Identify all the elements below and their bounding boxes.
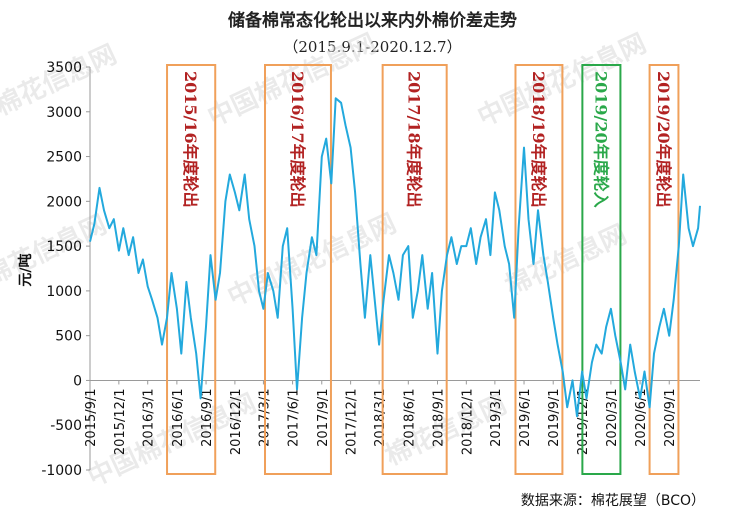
- x-tick-label: 2020/3/1: [605, 388, 620, 446]
- x-tick-label: 2018/12/1: [460, 388, 475, 455]
- y-tick-label: 3500: [46, 60, 82, 76]
- x-tick-label: 2020/6/1: [634, 388, 649, 446]
- period-box: [166, 64, 217, 475]
- period-label: 2015/16年度轮出: [181, 71, 200, 208]
- period-label: 2019/20年度轮入: [591, 71, 610, 208]
- period-box: [264, 64, 332, 475]
- y-axis-title: 元/吨: [17, 253, 34, 286]
- x-tick-label: 2016/12/1: [229, 388, 244, 455]
- x-tick-label: 2016/9/1: [200, 388, 215, 446]
- x-tick-label: 2016/6/1: [171, 388, 186, 446]
- y-tick-label: 3000: [46, 105, 82, 121]
- y-tick-label: -500: [50, 418, 82, 434]
- period-label: 2019/20年度轮出: [654, 71, 673, 208]
- axes: 3500 3000 2500 2000 1500 1000 500 0 -500 -1000 元/吨…: [17, 60, 700, 479]
- x-tick-label: 2018/9/1: [431, 388, 446, 446]
- y-tick-label: 500: [55, 329, 82, 345]
- series: [89, 97, 701, 418]
- period-box: [514, 64, 564, 475]
- x-tick-label: 2019/12/1: [576, 388, 591, 455]
- period-box: [648, 64, 680, 475]
- period-label: 2017/18年度轮出: [405, 71, 424, 208]
- x-tick-label: 2018/3/1: [373, 388, 388, 446]
- period-label: 2016/17年度轮出: [288, 71, 307, 208]
- y-tick-label: 2500: [46, 150, 82, 166]
- chart-title: 储备棉常态化轮出以来内外棉价差走势: [228, 11, 517, 31]
- period-box: [581, 64, 622, 475]
- y-tick-label: 2000: [46, 194, 82, 210]
- x-tick-label: 2017/12/1: [345, 388, 360, 455]
- x-tick-label: 2019/3/1: [489, 388, 504, 446]
- period-label: 2018/19年度轮出: [529, 71, 548, 208]
- x-tick-label: 2016/3/1: [142, 388, 157, 446]
- y-tick-label: 1000: [46, 284, 82, 300]
- x-tick-label: 2019/6/1: [518, 388, 533, 446]
- y-tick-label: 1500: [46, 239, 82, 255]
- period-boxes: [166, 64, 680, 475]
- chart-subtitle: （2015.9.1-2020.12.7）: [283, 38, 462, 56]
- x-tick-label: 2020/9/1: [663, 388, 678, 446]
- y-tick-label: -1000: [41, 463, 82, 479]
- data-source-note: 数据来源：棉花展望（BCO）: [520, 493, 705, 509]
- x-tick-label: 2018/6/1: [402, 388, 417, 446]
- period-box: [381, 64, 448, 475]
- x-tick-label: 2015/9/1: [84, 388, 99, 446]
- period-labels: 2015/16年度轮出 2016/17年度轮出 2017/18年度轮出 2018/19…: [181, 71, 673, 208]
- y-tick-label: 0: [73, 373, 82, 389]
- x-tick-label: 2015/12/1: [113, 388, 128, 455]
- x-tick-label: 2017/9/1: [316, 388, 331, 446]
- series-line: [89, 97, 701, 418]
- x-tick-label: 2019/9/1: [547, 388, 562, 446]
- x-tick-label: 2017/6/1: [287, 388, 302, 446]
